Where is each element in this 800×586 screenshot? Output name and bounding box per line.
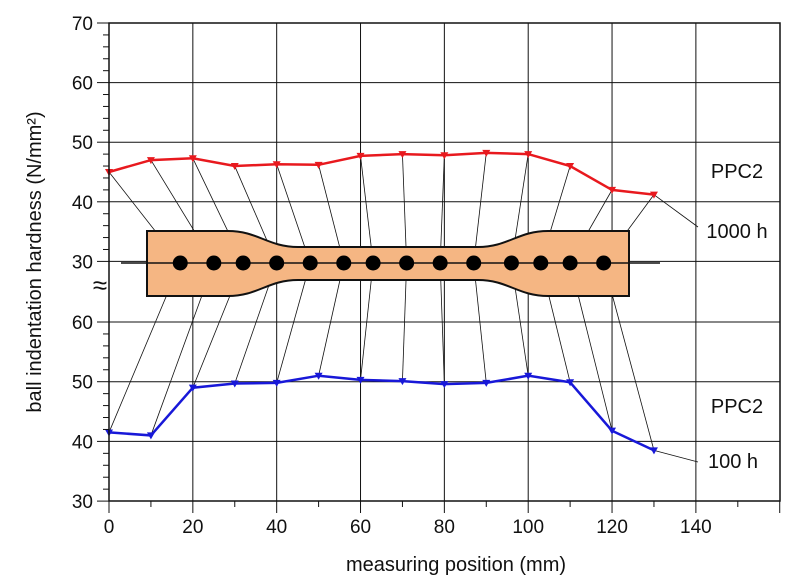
y-tick-label: 60 [72,313,93,334]
test-specimen [121,230,660,297]
specimen-measure-point [596,255,612,271]
connector-lines [108,152,699,463]
y-tick-label: 30 [72,252,93,273]
data-point-100h [314,372,323,380]
data-point-100h [272,379,281,387]
data-point-1000h [566,163,575,171]
data-point-1000h [524,151,533,159]
series-line-100h [108,374,655,452]
data-point-1000h [230,163,239,171]
specimen-measure-point [365,255,381,271]
axis-break-symbol: ≈ [93,270,107,300]
x-tick-label: 80 [434,517,455,538]
data-point-100h [188,384,197,392]
data-point-1000h [649,191,658,199]
x-tick-label: 140 [680,517,712,538]
specimen-measure-point [466,255,482,271]
series-name-leader-1000h [653,194,699,228]
data-point-100h [566,379,575,387]
specimen-measure-point [432,255,448,271]
lower-series-name: 100 h [708,451,758,473]
data-point-100h [440,381,449,389]
connector-line-lower [402,262,408,382]
upper-series-name: 1000 h [706,221,767,243]
data-point-1000h [314,161,323,169]
y-tick-label: 50 [72,133,93,154]
data-point-1000h [188,155,197,163]
data-point-1000h [440,152,449,160]
specimen-measure-point [399,255,415,271]
y-tick-label: 60 [72,74,93,95]
y-tick-label: 30 [72,492,93,513]
y-tick-label: 40 [72,193,93,214]
data-point-1000h [146,157,155,165]
x-tick-label: 20 [182,517,203,538]
data-point-100h [482,379,491,387]
specimen-measure-point [269,255,285,271]
connector-line-upper [473,152,487,264]
connector-line-lower [318,262,345,376]
connector-line-lower [473,262,487,383]
data-point-100h [398,378,407,386]
data-point-1000h [356,152,365,160]
series-line-1000h [108,151,655,196]
y-tick-label: 40 [72,432,93,453]
data-point-1000h [482,149,491,157]
x-tick-label: 0 [104,517,115,538]
specimen-measure-point [206,255,222,271]
data-point-1000h [398,151,407,159]
specimen-measure-point [336,255,352,271]
x-tick-label: 100 [512,517,544,538]
x-tick-label: 120 [596,517,628,538]
specimen-measure-point [562,255,578,271]
specimen-measure-point [172,255,188,271]
y-tick-label: 50 [72,373,93,394]
data-point-100h [649,447,658,455]
specimen-measure-point [302,255,318,271]
specimen-measure-point [533,255,549,271]
x-tick-label: 60 [350,517,371,538]
labels: 70 60 50 40 30 60 50 40 30 0 20 40 60 80 100 120 140 [72,14,712,538]
data-point-1000h [272,161,281,169]
series-name-leader-100h [653,449,699,463]
data-point-100h [146,432,155,440]
connector-line-lower [360,262,374,380]
y-tick-label: 70 [72,14,93,35]
series-layer [105,149,658,455]
x-tick-label: 40 [266,517,287,538]
connector-line-upper [360,155,374,264]
connector-line-upper [402,154,408,264]
data-point-100h [230,380,239,388]
data-point-100h [524,372,533,380]
axes [97,22,781,513]
x-axis-title: measuring position (mm) [346,554,566,576]
upper-series-label: PPC2 [711,161,763,183]
specimen-measure-point [503,255,519,271]
y-axis-title: ball indentation hardness (N/mm²) [24,111,46,412]
data-point-100h [608,427,617,435]
data-point-100h [356,376,365,384]
specimen-measure-point [235,255,251,271]
connector-line-lower [439,262,445,385]
connector-line-lower [276,262,311,384]
lower-series-label: PPC2 [711,396,763,418]
data-point-1000h [608,186,617,194]
connector-line-upper [439,155,445,264]
